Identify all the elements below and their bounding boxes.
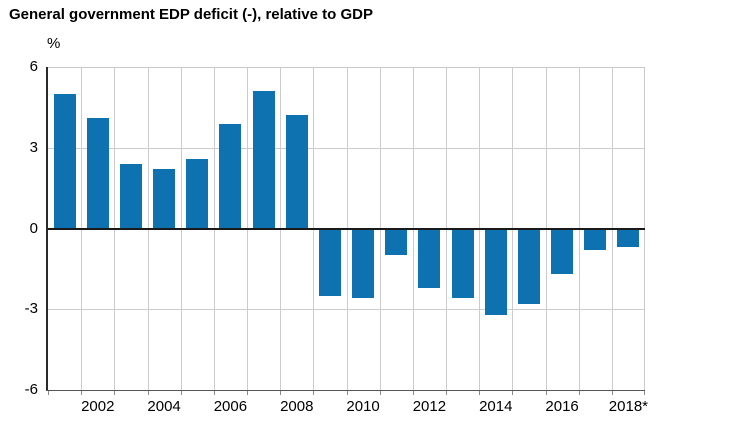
bar-2011 bbox=[385, 228, 408, 256]
x-tick-mark bbox=[611, 391, 613, 395]
x-tick-mark bbox=[644, 391, 645, 395]
x-tick-mark bbox=[412, 391, 414, 395]
bar-2008 bbox=[285, 115, 308, 229]
y-tick-label--6: -6 bbox=[24, 381, 38, 398]
x-tick-mark bbox=[280, 391, 282, 395]
x-tick-label-2004: 2004 bbox=[147, 398, 181, 415]
x-tick-label-2014: 2014 bbox=[479, 398, 513, 415]
x-tick-mark bbox=[346, 391, 348, 395]
bar-2015 bbox=[517, 228, 540, 304]
bar-2012 bbox=[418, 228, 441, 288]
chart-title: General government EDP deficit (-), rela… bbox=[9, 6, 373, 23]
x-tick-mark bbox=[545, 391, 547, 395]
x-tick-mark bbox=[180, 391, 182, 395]
bar-2002 bbox=[86, 118, 109, 229]
y-tick-label-3: 3 bbox=[29, 138, 38, 156]
x-tick-mark bbox=[379, 391, 381, 395]
gridline-horizontal-3 bbox=[48, 147, 645, 149]
plot-frame-top bbox=[48, 67, 645, 68]
bar-2018* bbox=[617, 228, 640, 248]
bar-2009 bbox=[318, 228, 341, 296]
bar-2006 bbox=[219, 123, 242, 229]
y-tick-label-6: 6 bbox=[29, 58, 38, 75]
x-tick-mark bbox=[578, 391, 580, 395]
bar-2005 bbox=[186, 158, 209, 229]
bar-2014 bbox=[484, 228, 507, 315]
bar-2001 bbox=[53, 93, 76, 229]
x-tick-mark bbox=[114, 391, 116, 395]
bar-2004 bbox=[153, 169, 176, 229]
bar-2010 bbox=[352, 228, 375, 299]
bar-2017 bbox=[584, 228, 607, 251]
x-tick-label-2008: 2008 bbox=[280, 398, 314, 415]
x-tick-mark bbox=[213, 391, 215, 395]
x-tick-label-2010: 2010 bbox=[346, 398, 380, 415]
y-tick-label-0: 0 bbox=[29, 219, 38, 237]
bar-2013 bbox=[451, 228, 474, 299]
x-tick-label-2016: 2016 bbox=[545, 398, 579, 415]
x-tick-label-2006: 2006 bbox=[213, 398, 248, 415]
bar-2003 bbox=[119, 163, 142, 229]
x-tick-mark bbox=[247, 391, 248, 395]
x-tick-mark bbox=[81, 391, 83, 395]
x-tick-mark bbox=[147, 391, 149, 395]
x-axis-bottom-line bbox=[46, 390, 645, 391]
x-tick-label-2012: 2012 bbox=[412, 398, 447, 415]
bar-2007 bbox=[252, 91, 275, 229]
x-tick-mark bbox=[313, 391, 315, 395]
y-axis-unit-label: % bbox=[47, 35, 61, 52]
x-tick-label-2002: 2002 bbox=[81, 398, 115, 415]
y-tick-label--3: -3 bbox=[24, 300, 38, 318]
gridline-horizontal--3 bbox=[48, 309, 645, 311]
y-axis-line bbox=[46, 67, 48, 391]
x-tick-mark bbox=[48, 391, 49, 395]
x-tick-label-2018*: 2018* bbox=[608, 398, 649, 415]
zero-line bbox=[48, 227, 645, 230]
bar-2016 bbox=[551, 228, 574, 275]
x-tick-mark bbox=[446, 391, 447, 395]
x-tick-mark bbox=[479, 391, 481, 395]
x-tick-mark bbox=[512, 391, 514, 395]
